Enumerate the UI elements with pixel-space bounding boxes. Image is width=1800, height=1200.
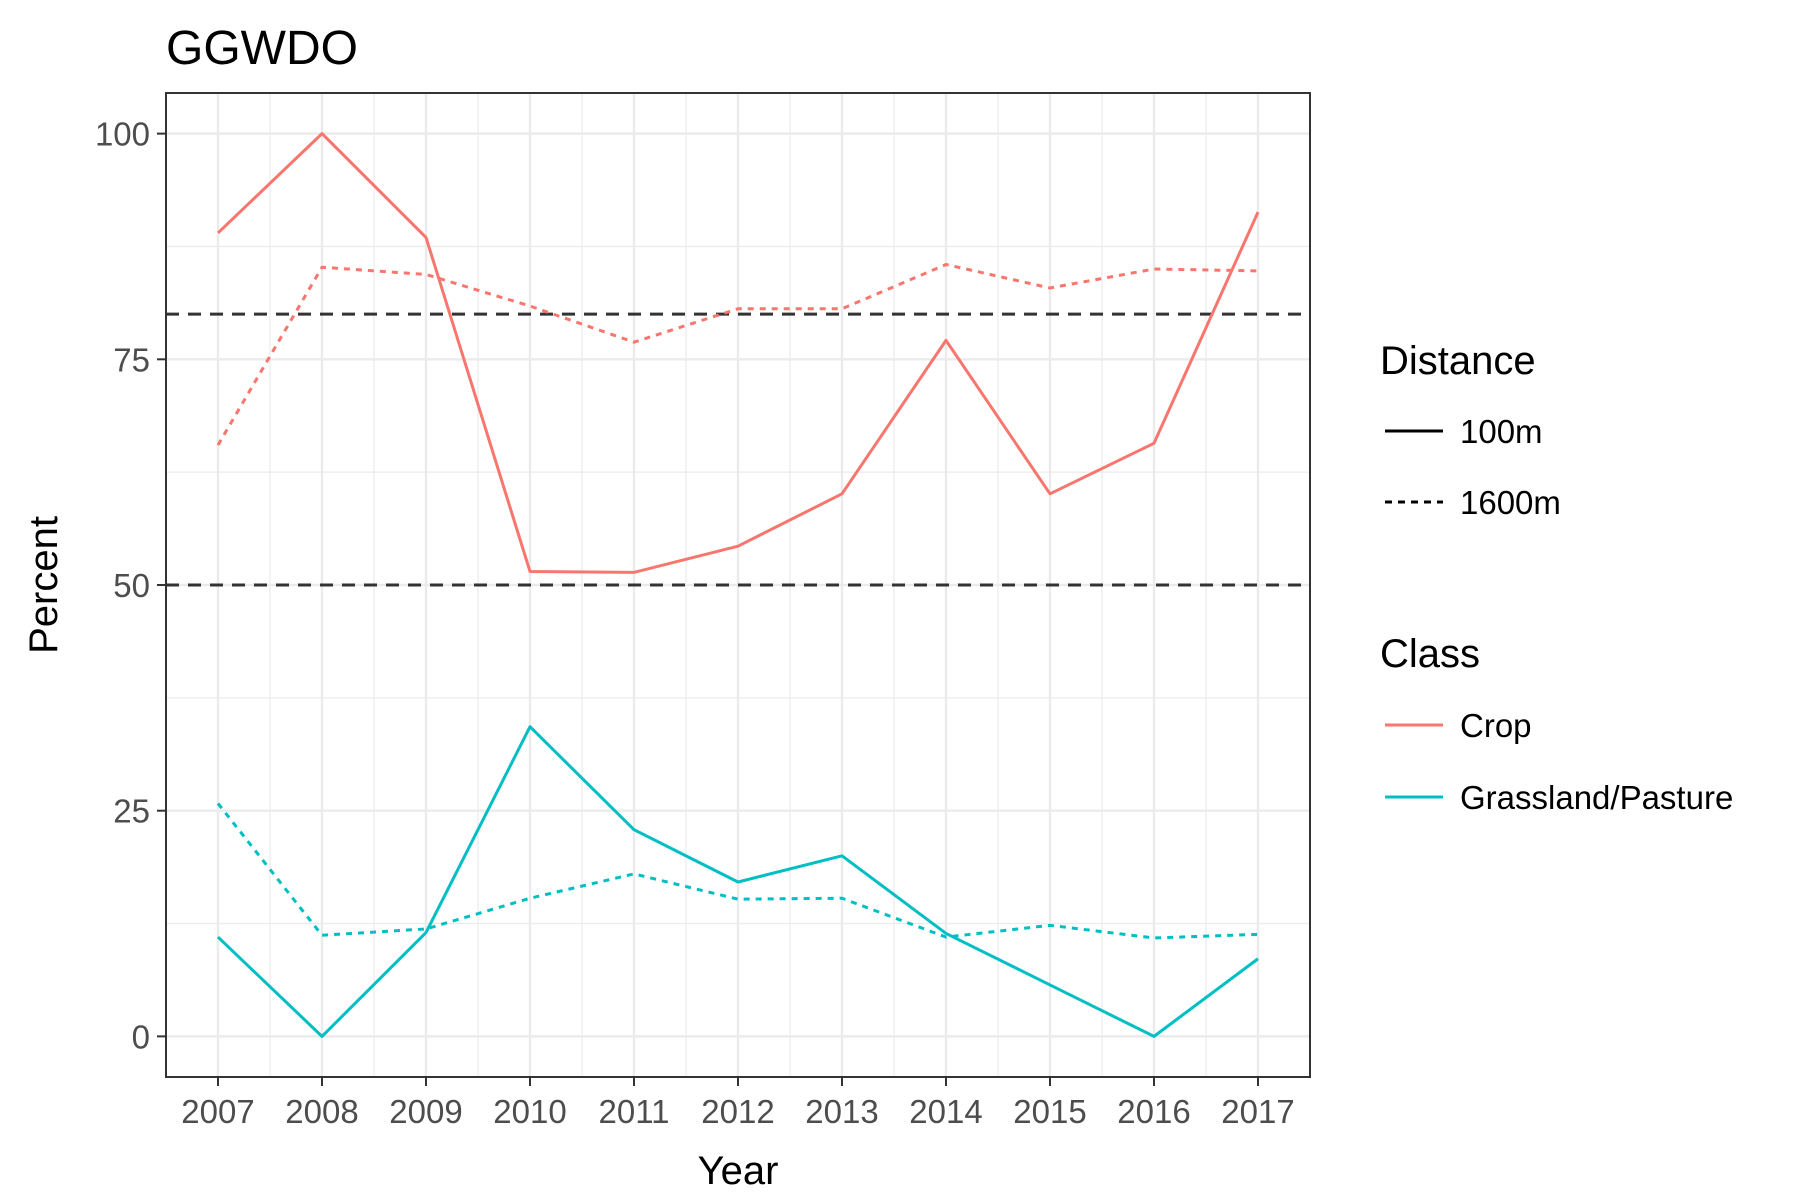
y-tick-label: 75 [113,341,150,378]
y-tick-label: 100 [95,116,150,153]
legend-label-100m: 100m [1460,413,1543,450]
series-layer [216,132,1260,1038]
y-axis: 0 25 50 75 100 [95,116,166,1055]
x-tick-label: 2014 [909,1093,982,1130]
legend-label-crop: Crop [1460,707,1532,744]
x-tick-label: 2016 [1117,1093,1190,1130]
reference-lines [166,312,1310,587]
legend-title-class: Class [1380,632,1480,676]
x-tick-label: 2007 [181,1093,254,1130]
x-tick-label: 2009 [389,1093,462,1130]
series-line-crop-1600m [216,263,1259,446]
legend-label-1600m: 1600m [1460,484,1561,521]
x-tick-label: 2008 [285,1093,358,1130]
series-line-grassland-pasture-1600m [216,802,1259,940]
x-tick-label: 2010 [493,1093,566,1130]
legend-title-distance: Distance [1380,339,1536,383]
chart-title: GGWDO [166,22,358,75]
x-tick-label: 2013 [805,1093,878,1130]
y-tick-label: 0 [132,1018,150,1055]
series-line-grassland-pasture-100m [216,725,1259,1038]
x-tick-label: 2015 [1013,1093,1086,1130]
x-tick-label: 2012 [701,1093,774,1130]
y-tick-label: 25 [113,793,150,830]
x-tick-label: 2011 [599,1093,670,1130]
x-tick-label: 2017 [1221,1093,1294,1130]
x-axis-title: Year [698,1149,779,1193]
x-axis: 2007 2008 2009 2010 2011 2012 2013 2014 2015 2016… [181,1077,1295,1130]
y-axis-title: Percent [22,516,66,654]
legend-label-grassland-pasture: Grassland/Pasture [1460,779,1733,816]
y-tick-label: 50 [113,567,150,604]
legend: Distance 100m 1600m Class Crop Grassland… [1380,339,1733,816]
series-line-crop-100m [216,132,1260,574]
